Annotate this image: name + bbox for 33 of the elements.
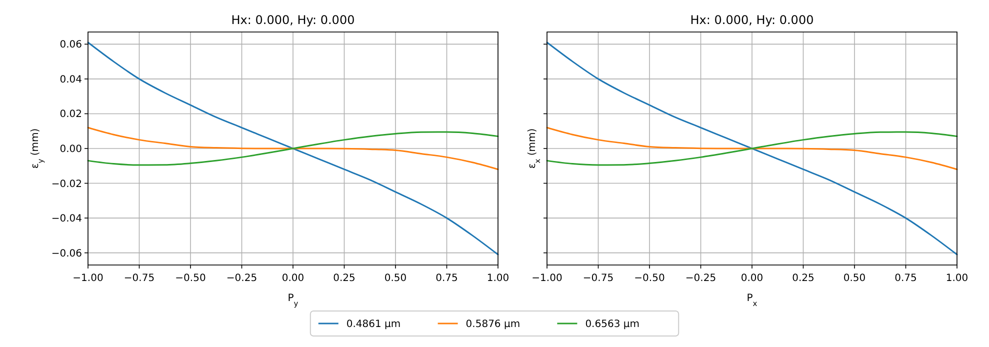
x-tick-label: −0.75 [582, 273, 614, 284]
x-tick-label: −0.25 [685, 273, 716, 284]
y-tick-label: 0.06 [60, 40, 82, 51]
x-tick-label: 1.00 [486, 273, 510, 284]
x-tick-label: 0.25 [792, 273, 814, 284]
y-tick-label: 0.00 [60, 144, 82, 155]
x-tick-label: 1.00 [946, 273, 968, 284]
x-tick-label: 0.75 [436, 273, 458, 284]
y-tick-label: 0.04 [60, 74, 82, 86]
x-tick-label: −0.50 [634, 273, 665, 284]
legend-label: 0.4861 µm [346, 319, 401, 330]
chart-title: Hx: 0.000, Hy: 0.000 [690, 13, 814, 27]
y-tick-label: −0.06 [51, 248, 82, 260]
line-series [87, 42, 499, 256]
x-tick-label: 0.50 [384, 273, 407, 284]
x-axis-title: P$_{x}$ [746, 293, 758, 308]
x-tick-label: 0.25 [333, 273, 356, 284]
y-tick-label: −0.02 [51, 178, 82, 190]
x-tick-label: −1.00 [72, 273, 104, 284]
x-tick-label: −0.75 [124, 273, 155, 284]
x-tick-label: −0.25 [226, 273, 258, 284]
chart-title: Hx: 0.000, Hy: 0.000 [231, 13, 355, 27]
y-tick-label: 0.02 [60, 109, 82, 120]
x-tick-label: −1.00 [532, 273, 562, 284]
x-tick-label: −0.50 [175, 273, 206, 284]
x-tick-label: 0.00 [282, 273, 304, 284]
legend-label: 0.5876 µm [466, 319, 520, 330]
x-tick-label: 0.00 [740, 273, 764, 284]
legend-label: 0.6563 µm [585, 319, 640, 330]
x-tick-label: 0.75 [894, 273, 917, 284]
y-tick-label: −0.04 [51, 214, 82, 225]
x-axis-title: P$_{y}$ [288, 293, 299, 308]
x-tick-label: 0.50 [843, 273, 866, 284]
